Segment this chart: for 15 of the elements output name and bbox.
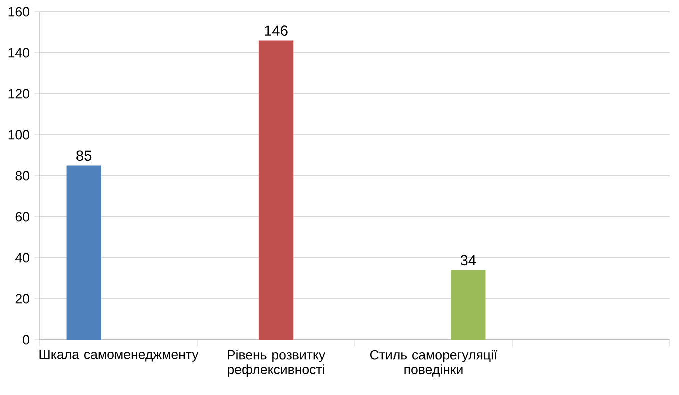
y-tick-label: 20 bbox=[16, 294, 30, 304]
x-tick-label: Стиль саморегуляції поведінки bbox=[370, 350, 498, 377]
y-tick-label: 40 bbox=[16, 253, 30, 263]
y-tick-label: 60 bbox=[16, 212, 30, 222]
y-tick-label: 160 bbox=[8, 7, 30, 17]
x-tick-label: Рівень розвитку рефлексивності bbox=[228, 350, 326, 377]
y-tick-label: 80 bbox=[16, 171, 30, 181]
data-label: 146 bbox=[265, 26, 288, 36]
x-tick-label: Шкала самоменеджменту bbox=[40, 350, 199, 362]
y-tick-label: 100 bbox=[8, 130, 30, 140]
y-tick-label: 140 bbox=[8, 48, 30, 58]
y-tick-label: 0 bbox=[23, 335, 30, 345]
data-label: 85 bbox=[76, 150, 92, 162]
data-label: 34 bbox=[460, 255, 476, 266]
y-tick-label: 120 bbox=[8, 89, 30, 99]
